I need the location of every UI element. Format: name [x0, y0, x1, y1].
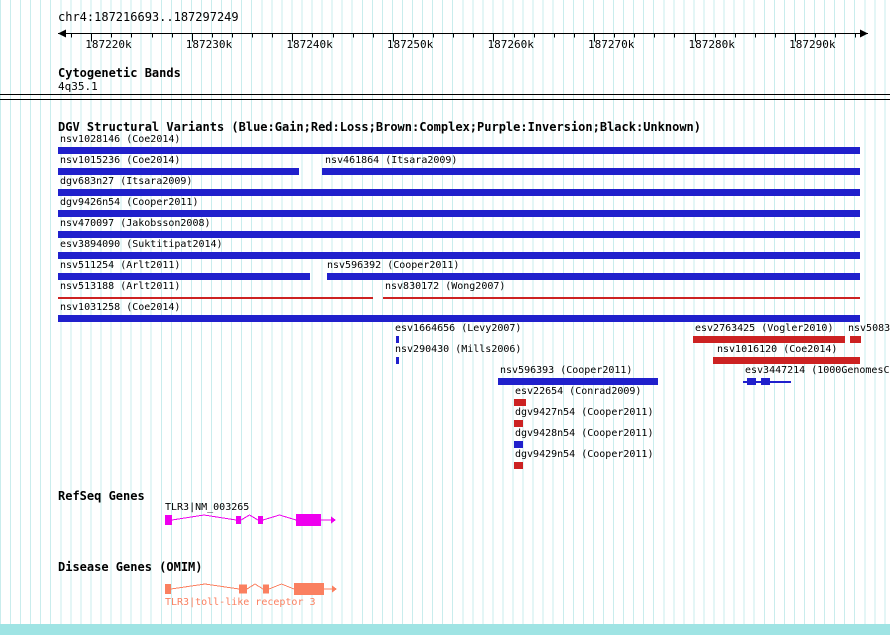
- variant-bar[interactable]: [58, 210, 860, 217]
- ruler-tick-label: 187260k: [487, 38, 534, 51]
- variant-bar[interactable]: [58, 231, 860, 238]
- variant-label[interactable]: esv1664656 (Levy2007): [395, 323, 522, 334]
- variant-bar[interactable]: [713, 357, 860, 364]
- variant-bar[interactable]: [761, 378, 770, 385]
- variant-bar[interactable]: [58, 252, 860, 259]
- variant-label[interactable]: nsv1016120 (Coe2014): [717, 344, 838, 355]
- variant-bar[interactable]: [498, 378, 658, 385]
- omim-gene-exon[interactable]: [263, 584, 269, 594]
- ruler-tick-label: 187290k: [789, 38, 836, 51]
- variant-bar[interactable]: [747, 378, 756, 385]
- variant-label[interactable]: esv22654 (Conrad2009): [515, 386, 642, 397]
- variant-label[interactable]: esv2763425 (Vogler2010): [695, 323, 834, 334]
- variant-bar[interactable]: [514, 399, 526, 406]
- variant-bar[interactable]: [850, 336, 861, 343]
- refseq-gene-intron: [171, 514, 237, 521]
- refseq-gene-label[interactable]: TLR3|NM_003265: [165, 502, 250, 513]
- variant-label[interactable]: dgv9427n54 (Cooper2011): [515, 407, 654, 418]
- variant-label[interactable]: esv3447214 (1000GenomesC: [745, 365, 890, 376]
- region-coordinates: chr4:187216693..187297249: [58, 10, 239, 24]
- variant-bar[interactable]: [396, 336, 399, 343]
- ruler-tick-label: 187270k: [588, 38, 635, 51]
- dgv-title: DGV Structural Variants (Blue:Gain;Red:L…: [58, 120, 701, 134]
- variant-bar[interactable]: [383, 297, 860, 299]
- variant-label[interactable]: dgv9429n54 (Cooper2011): [515, 449, 654, 460]
- omim-gene-intron: [268, 583, 295, 590]
- variant-bar[interactable]: [322, 168, 860, 175]
- variant-label[interactable]: nsv596393 (Cooper2011): [500, 365, 633, 376]
- variant-bar[interactable]: [58, 168, 299, 175]
- variant-label[interactable]: nsv1028146 (Coe2014): [60, 134, 181, 145]
- variant-bar[interactable]: [396, 357, 399, 364]
- variant-label[interactable]: nsv5083: [848, 323, 890, 334]
- variant-label[interactable]: dgv683n27 (Itsara2009): [60, 176, 193, 187]
- ruler-tick-label: 187240k: [286, 38, 333, 51]
- omim-gene-exon[interactable]: [165, 584, 171, 594]
- footer-bar: [0, 624, 890, 635]
- variant-bar[interactable]: [58, 297, 373, 299]
- omim-gene-label[interactable]: TLR3|toll-like receptor 3: [165, 597, 316, 608]
- variant-bar[interactable]: [58, 147, 860, 154]
- ruler-left-arrow-icon: [58, 29, 66, 38]
- variant-bar[interactable]: [58, 189, 860, 196]
- variant-label[interactable]: nsv511254 (Arlt2011): [60, 260, 181, 271]
- variant-label[interactable]: nsv470097 (Jakobsson2008): [60, 218, 211, 229]
- variant-label[interactable]: dgv9428n54 (Cooper2011): [515, 428, 654, 439]
- ruler-tick-label: 187280k: [688, 38, 735, 51]
- refseq-gene-exon[interactable]: [236, 516, 241, 524]
- variant-bar[interactable]: [514, 420, 523, 427]
- variant-label[interactable]: nsv1015236 (Coe2014): [60, 155, 181, 166]
- refseq-gene-intron: [240, 514, 259, 521]
- variant-label[interactable]: nsv596392 (Cooper2011): [327, 260, 460, 271]
- cytobands-title: Cytogenetic Bands: [58, 66, 181, 80]
- variant-bar[interactable]: [514, 441, 523, 448]
- variant-label[interactable]: nsv830172 (Wong2007): [385, 281, 506, 292]
- variant-bar[interactable]: [693, 336, 845, 343]
- refseq-gene-exon[interactable]: [258, 516, 263, 524]
- ruler-right-arrow-icon: [860, 29, 868, 38]
- omim-gene-exon[interactable]: [294, 583, 324, 595]
- omim-gene-exon[interactable]: [239, 584, 247, 594]
- variant-label[interactable]: esv3894090 (Suktitipat2014): [60, 239, 223, 250]
- omim-gene-intron: [246, 583, 264, 590]
- ruler-tick-label: 187230k: [185, 38, 233, 51]
- refseq-gene-exon[interactable]: [296, 514, 321, 526]
- refseq-gene-intron: [262, 514, 297, 521]
- ruler-tick-label: 187220k: [85, 38, 132, 51]
- omim-gene-intron: [170, 583, 240, 590]
- omim-title: Disease Genes (OMIM): [58, 560, 203, 574]
- omim-gene-arrow-head-icon: [332, 585, 337, 593]
- variant-bar[interactable]: [514, 462, 523, 469]
- refseq-gene-arrow-head-icon: [331, 516, 336, 524]
- variant-label[interactable]: nsv461864 (Itsara2009): [325, 155, 458, 166]
- variant-label[interactable]: dgv9426n54 (Cooper2011): [60, 197, 199, 208]
- variant-bar[interactable]: [58, 273, 310, 280]
- refseq-title: RefSeq Genes: [58, 489, 145, 503]
- variant-label[interactable]: nsv513188 (Arlt2011): [60, 281, 181, 292]
- variant-bar[interactable]: [58, 315, 860, 322]
- variant-label[interactable]: nsv290430 (Mills2006): [395, 344, 522, 355]
- variant-bar[interactable]: [327, 273, 860, 280]
- refseq-gene-exon[interactable]: [165, 515, 172, 525]
- ruler-tick-label: 187250k: [386, 38, 434, 51]
- variant-label[interactable]: nsv1031258 (Coe2014): [60, 302, 181, 313]
- cytoband-name: 4q35.1: [58, 80, 98, 93]
